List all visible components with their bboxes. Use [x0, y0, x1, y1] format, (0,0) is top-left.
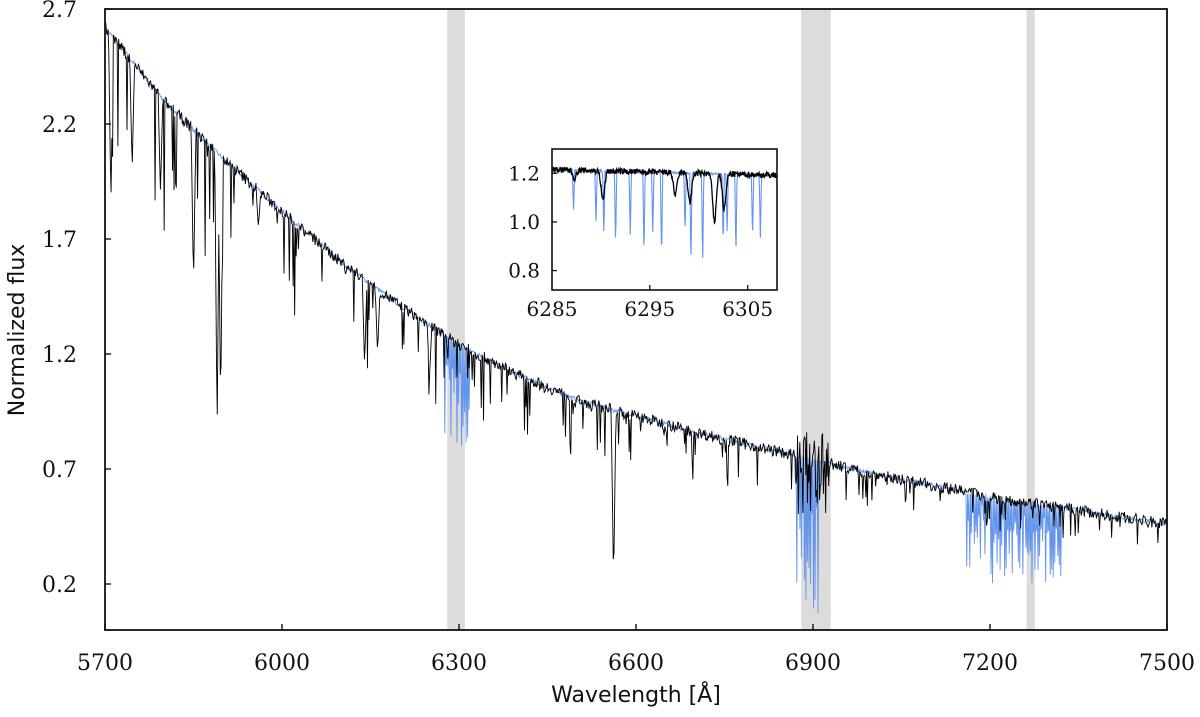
inset-spectrum-series [552, 166, 777, 259]
inset-y-tick-label: 1.2 [508, 161, 540, 185]
inset-y-axis-ticks: 0.8 1.0 1.2 [508, 161, 557, 283]
x-axis-label: Wavelength [Å] [551, 681, 721, 708]
y-tick-label: 0.2 [42, 573, 77, 598]
x-axis-ticks: 5700 6000 6300 6600 6900 7200 7500 [77, 624, 1195, 676]
x-tick-label: 6300 [431, 651, 487, 676]
shaded-region [447, 9, 465, 630]
y-axis-ticks: 0.2 0.7 1.2 1.7 2.2 2.7 [42, 0, 111, 598]
observed-spectrum-line [105, 21, 1167, 560]
inset-x-axis-ticks: 6285 6295 6305 [527, 285, 773, 321]
x-tick-label: 6900 [785, 651, 841, 676]
inset-x-tick-label: 6285 [527, 297, 578, 321]
y-axis-label: Normalized flux [5, 244, 30, 417]
inset-y-tick-label: 0.8 [508, 259, 540, 283]
x-tick-label: 7500 [1139, 651, 1195, 676]
spectrum-series [105, 21, 1167, 614]
inset-observed-spectrum-line [552, 166, 777, 225]
x-tick-label: 6000 [254, 651, 310, 676]
shaded-region [1026, 9, 1035, 630]
inset-plot: 6285 6295 6305 0.8 1.0 1.2 [508, 148, 778, 321]
y-tick-label: 1.2 [42, 343, 77, 368]
inset-plot-frame [551, 148, 778, 291]
x-tick-label: 6600 [608, 651, 664, 676]
inset-x-tick-label: 6295 [624, 297, 675, 321]
y-tick-label: 0.7 [42, 458, 77, 483]
y-tick-label: 2.7 [42, 0, 77, 23]
inset-x-tick-label: 6305 [722, 297, 773, 321]
inset-y-tick-label: 1.0 [508, 210, 540, 234]
y-tick-label: 2.2 [42, 113, 77, 138]
x-tick-label: 5700 [77, 651, 133, 676]
x-tick-label: 7200 [962, 651, 1018, 676]
y-tick-label: 1.7 [42, 228, 77, 253]
main-plot: 5700 6000 6300 6600 6900 7200 7500 0.2 0.7 1.2 1.… [5, 0, 1195, 708]
